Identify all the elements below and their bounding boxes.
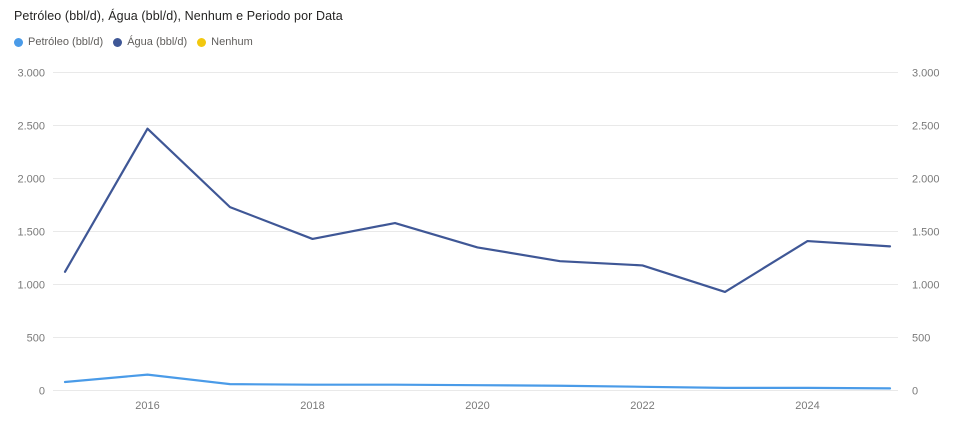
chart-legend: Petróleo (bbl/d) Água (bbl/d) Nenhum <box>14 36 263 48</box>
y-axis-label-right: 1.000 <box>912 280 940 292</box>
x-axis-label: 2020 <box>465 400 489 412</box>
y-axis-label-right: 0 <box>912 386 918 398</box>
y-axis-label-left: 2.500 <box>17 121 45 133</box>
legend-item-1[interactable]: Água (bbl/d) <box>113 36 187 48</box>
legend-label: Nenhum <box>211 36 253 48</box>
legend-label: Água (bbl/d) <box>127 36 188 48</box>
x-axis-label: 2024 <box>795 400 819 412</box>
y-axis-label-left: 500 <box>27 333 45 345</box>
legend-item-2[interactable]: Nenhum <box>197 36 253 48</box>
y-axis-label-left: 1.000 <box>17 280 45 292</box>
legend-dot-icon <box>113 37 123 47</box>
x-axis-label: 2022 <box>630 400 654 412</box>
y-axis-label-right: 500 <box>912 333 930 345</box>
y-axis-label-right: 2.500 <box>912 121 940 133</box>
y-axis-label-left: 3.000 <box>17 68 45 80</box>
y-axis-label-right: 2.000 <box>912 174 940 186</box>
y-axis-label-left: 0 <box>39 386 45 398</box>
x-axis-label: 2016 <box>135 400 159 412</box>
x-axis-label: 2018 <box>300 400 324 412</box>
y-axis-label-left: 1.500 <box>17 227 45 239</box>
y-axis-label-right: 3.000 <box>912 68 940 80</box>
legend-dot-icon <box>14 37 23 47</box>
y-axis-label-left: 2.000 <box>17 174 45 186</box>
series-line-1[interactable] <box>63 127 892 294</box>
series-line-0[interactable] <box>63 373 892 390</box>
chart-title: Petróleo (bbl/d), Água (bbl/d), Nenhum e… <box>14 9 343 23</box>
y-axis-label-right: 1.500 <box>912 227 940 239</box>
legend-dot-icon <box>197 37 207 47</box>
legend-item-0[interactable]: Petróleo (bbl/d) <box>14 36 103 48</box>
legend-label: Petróleo (bbl/d) <box>28 36 104 48</box>
